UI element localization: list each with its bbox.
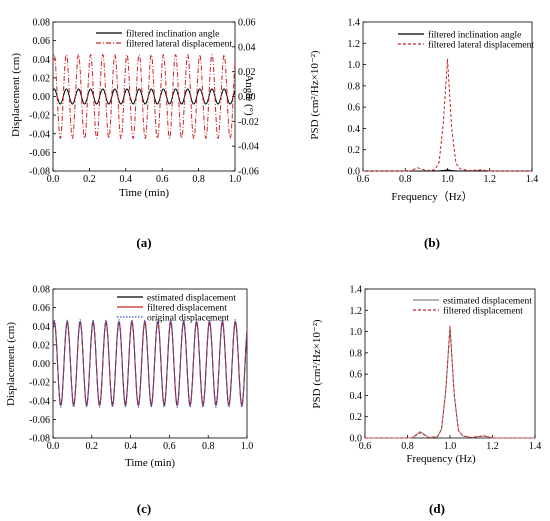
x-tick-label: 1.0 — [229, 174, 242, 185]
y-tick-label: -0.04 — [29, 129, 50, 140]
y-tick-label: -0.08 — [29, 167, 50, 178]
x-tick-label: 0.6 — [163, 441, 176, 452]
y-tick-label: 0.04 — [33, 322, 51, 333]
y-tick-label: -0.02 — [29, 378, 50, 389]
legend-label: filtered inclination angle — [428, 30, 521, 41]
legend-label: filtered displacement — [147, 303, 227, 314]
y-tick-label: 0.6 — [348, 103, 361, 114]
x-tick-label: 0.6 — [359, 441, 372, 452]
y-tick-label: 0.06 — [33, 303, 51, 314]
x-tick-label: 0.4 — [124, 441, 137, 452]
legend-label: filtered displacement — [443, 306, 523, 317]
y-axis-label: Displacement (cm) — [5, 322, 17, 406]
y-axis-label: PSD (cm²/Hz×10⁻²) — [311, 319, 323, 409]
x-tick-label: 0.2 — [86, 441, 99, 452]
y-tick-label: 0.02 — [33, 340, 51, 351]
panel-caption: (b) — [424, 235, 440, 250]
y-tick-label: -0.06 — [29, 415, 50, 426]
series-line — [363, 169, 532, 172]
x-tick-label: 1.0 — [444, 441, 457, 452]
panel-caption: (c) — [137, 501, 151, 516]
y-tick-label: 0.00 — [33, 92, 51, 103]
x-tick-label: 0.4 — [120, 174, 133, 185]
x-axis-label: Time (min) — [119, 187, 169, 199]
series-line — [365, 326, 535, 439]
x-tick-label: 0.2 — [83, 174, 96, 185]
y-tick-label: -0.02 — [29, 111, 50, 122]
x-axis-label: Frequency (Hz) — [406, 453, 476, 465]
x-axis-label: Time (min) — [125, 457, 175, 469]
panel-b: PSD (cm²/Hz×10⁻²) Frequency（Hz） (b) 0.6 0… — [309, 18, 538, 251]
y-right-tick-label: -0.06 — [238, 167, 259, 178]
y-tick-label: 0.0 — [348, 167, 361, 178]
panel-d: PSD (cm²/Hz×10⁻²) Frequency (Hz) (d) 0.6… — [311, 285, 541, 517]
y-tick-label: 0.06 — [33, 36, 51, 47]
panel-caption: (a) — [136, 235, 151, 250]
y-tick-label: 0.2 — [348, 145, 361, 156]
y-tick-label: 0.2 — [350, 412, 363, 423]
y-tick-label: 0.6 — [350, 370, 363, 381]
series-line — [52, 319, 248, 408]
legend-label: estimated displacement — [443, 297, 532, 307]
y-tick-label: 0.4 — [348, 124, 361, 135]
y-tick-label: 1.4 — [350, 285, 363, 296]
x-tick-label: 0.8 — [401, 441, 414, 452]
x-tick-label: 0.0 — [47, 174, 60, 185]
y-tick-label: 0.0 — [350, 434, 363, 445]
x-tick-label: 0.0 — [47, 441, 60, 452]
y-axis-label-right: Angle (°) — [243, 74, 255, 116]
legend-label: original displacement — [147, 314, 229, 324]
y-right-tick-label: 0.04 — [238, 42, 256, 53]
y-tick-label: 0.08 — [33, 285, 51, 296]
series-line — [52, 88, 236, 105]
legend-label: estimated displacement — [147, 294, 236, 304]
series-line — [365, 325, 535, 439]
x-tick-label: 1.4 — [526, 174, 539, 185]
y-tick-label: 0.04 — [33, 55, 51, 66]
x-tick-label: 0.6 — [357, 174, 370, 185]
y-right-tick-label: 0.06 — [238, 18, 256, 29]
y-tick-label: 0.8 — [350, 348, 363, 359]
panel-caption: (d) — [429, 501, 445, 516]
y-right-tick-label: -0.04 — [238, 142, 259, 153]
x-tick-label: 0.8 — [202, 441, 215, 452]
series-line — [363, 58, 532, 172]
y-tick-label: -0.04 — [29, 396, 50, 407]
x-tick-label: 0.6 — [156, 174, 169, 185]
x-tick-label: 1.2 — [484, 174, 497, 185]
series-line — [52, 54, 236, 139]
y-tick-label: 1.0 — [350, 327, 363, 338]
x-tick-label: 1.2 — [486, 441, 499, 452]
panel-a: Displacement (cm) Angle (°) Time (min) (… — [10, 18, 259, 251]
y-tick-label: 0.8 — [348, 81, 361, 92]
x-tick-label: 0.8 — [192, 174, 205, 185]
y-tick-label: -0.08 — [29, 434, 50, 445]
y-right-tick-label: 0.00 — [238, 92, 256, 103]
y-tick-label: 1.4 — [348, 18, 361, 29]
x-tick-label: 1.0 — [241, 441, 254, 452]
y-axis-label: Displacement (cm) — [10, 53, 22, 137]
y-tick-label: -0.06 — [29, 148, 50, 159]
y-tick-label: 1.0 — [348, 60, 361, 71]
y-axis-label: PSD (cm²/Hz×10⁻²) — [309, 50, 321, 140]
y-tick-label: 1.2 — [350, 306, 363, 317]
x-tick-label: 0.8 — [399, 174, 412, 185]
legend-label: filtered lateral displacement — [428, 40, 534, 51]
panel-c: Displacement (cm) Time (min) (c) 0.0 0.2 0… — [5, 285, 253, 517]
x-tick-label: 1.4 — [529, 441, 542, 452]
x-tick-label: 1.0 — [441, 174, 454, 185]
y-tick-label: 1.2 — [348, 39, 361, 50]
legend-label: filtered lateral displacement — [126, 39, 232, 50]
y-tick-label: 0.08 — [33, 18, 51, 29]
legend-label: filtered inclination angle — [126, 29, 219, 40]
y-tick-label: 0.00 — [33, 359, 51, 370]
x-axis-label: Frequency（Hz） — [391, 190, 472, 203]
y-right-tick-label: -0.02 — [238, 117, 259, 128]
y-tick-label: 0.4 — [350, 391, 363, 402]
y-right-tick-label: 0.02 — [238, 67, 256, 78]
y-tick-label: 0.02 — [33, 73, 51, 84]
